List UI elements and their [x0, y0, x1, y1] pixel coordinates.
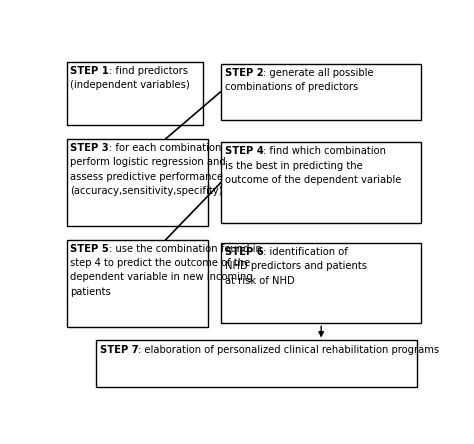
Text: STEP 6: STEP 6 — [225, 247, 264, 257]
Bar — [221, 63, 421, 120]
Text: STEP 7: STEP 7 — [100, 345, 138, 355]
Text: is the best in predicting the: is the best in predicting the — [225, 161, 362, 170]
Text: STEP 3: STEP 3 — [70, 143, 109, 153]
Text: patients: patients — [70, 287, 111, 297]
Text: : for each combination: : for each combination — [109, 143, 221, 153]
Text: (independent variables): (independent variables) — [70, 80, 190, 90]
Bar — [221, 243, 421, 323]
Text: STEP 4: STEP 4 — [225, 146, 264, 156]
Text: NHD predictors and patients: NHD predictors and patients — [225, 262, 366, 271]
Text: assess predictive performance: assess predictive performance — [70, 171, 223, 182]
Text: at risk of NHD: at risk of NHD — [225, 276, 294, 286]
Bar — [66, 240, 208, 327]
Text: step 4 to predict the outcome of the: step 4 to predict the outcome of the — [70, 258, 251, 268]
Bar — [66, 62, 202, 125]
Text: : elaboration of personalized clinical rehabilitation programs: : elaboration of personalized clinical r… — [138, 345, 439, 355]
Text: : find predictors: : find predictors — [109, 66, 188, 76]
Text: STEP 2: STEP 2 — [225, 67, 263, 78]
Text: STEP 1: STEP 1 — [70, 66, 109, 76]
Text: perform logistic regression and: perform logistic regression and — [70, 157, 226, 167]
Bar — [221, 142, 421, 222]
Bar — [66, 139, 208, 226]
Text: : identification of: : identification of — [264, 247, 348, 257]
Text: : use the combination found in: : use the combination found in — [109, 244, 262, 254]
Text: outcome of the dependent variable: outcome of the dependent variable — [225, 175, 401, 185]
Text: combinations of predictors: combinations of predictors — [225, 82, 358, 92]
Text: (accuracy,sensitivity,specifity): (accuracy,sensitivity,specifity) — [70, 186, 223, 196]
Text: : generate all possible: : generate all possible — [263, 67, 374, 78]
Text: STEP 5: STEP 5 — [70, 244, 109, 254]
Text: dependent variable in new incoming: dependent variable in new incoming — [70, 273, 253, 282]
Text: : find which combination: : find which combination — [264, 146, 386, 156]
Bar — [96, 341, 418, 387]
